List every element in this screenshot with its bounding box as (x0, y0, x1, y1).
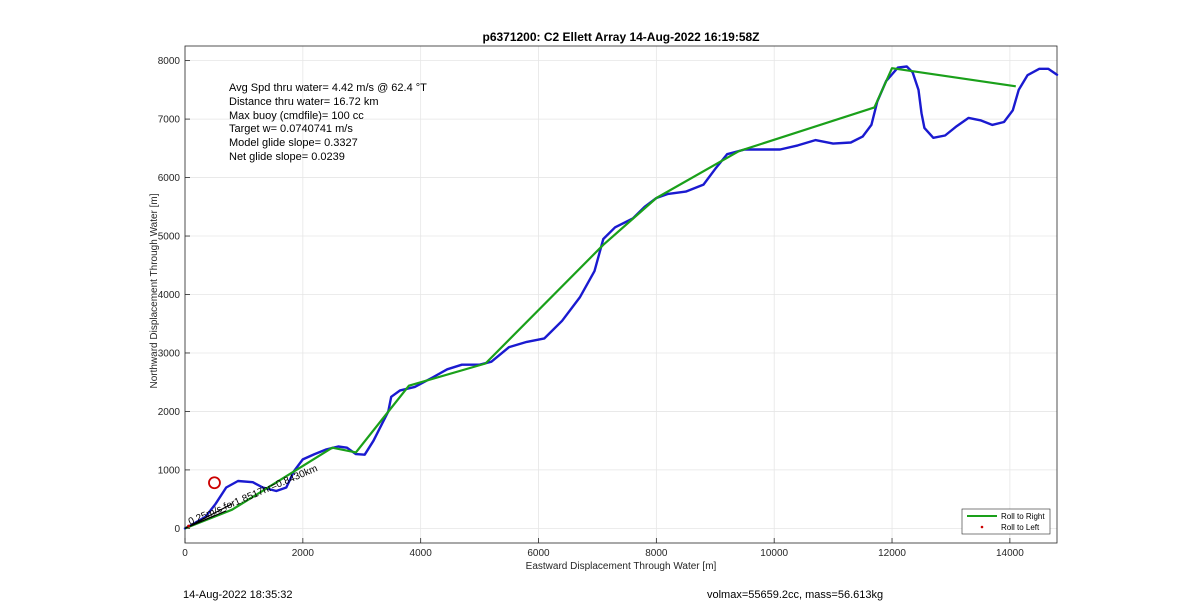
y-tick-label: 2000 (158, 407, 181, 418)
stat-avg-speed: Avg Spd thru water= 4.42 m/s @ 62.4 °T (229, 82, 427, 94)
target-marker (208, 476, 221, 490)
y-axis-label: Northward Displacement Through Water [m] (149, 193, 160, 388)
x-tick-label: 10000 (760, 548, 788, 559)
y-tick-label: 3000 (158, 348, 181, 359)
legend-label-roll-right: Roll to Right (1001, 512, 1045, 521)
chart-title: p6371200: C2 Ellett Array 14-Aug-2022 16… (482, 30, 759, 44)
y-tick-label: 7000 (158, 115, 181, 126)
stat-net-glide-slope: Net glide slope= 0.0239 (229, 151, 345, 163)
x-tick-label: 0 (182, 548, 188, 559)
current-annotation: 0.25m/s for1.8517hr=0.8430km (187, 463, 319, 528)
stat-model-glide-slope: Model glide slope= 0.3327 (229, 137, 358, 149)
x-tick-label: 2000 (292, 548, 315, 559)
x-axis-label: Eastward Displacement Through Water [m] (526, 561, 717, 572)
y-tick-label: 8000 (158, 56, 181, 67)
x-tick-label: 12000 (878, 548, 906, 559)
roll-right-line (184, 67, 1016, 530)
y-tick-label: 5000 (158, 232, 181, 243)
roll-left-point (187, 524, 190, 528)
legend-swatch-roll-left (980, 525, 984, 529)
stat-target-w: Target w= 0.0740741 m/s (229, 123, 353, 135)
y-tick-label: 4000 (158, 290, 181, 301)
footer-vol-mass: volmax=55659.2cc, mass=56.613kg (707, 589, 883, 601)
data-series (183, 65, 1059, 530)
x-tick-label: 4000 (410, 548, 433, 559)
y-tick-label: 6000 (158, 173, 181, 184)
y-tick-label: 0 (174, 524, 180, 535)
stat-distance: Distance thru water= 16.72 km (229, 96, 379, 108)
legend-label-roll-left: Roll to Left (1001, 523, 1040, 532)
legend-box (961, 508, 1051, 535)
x-tick-label: 14000 (996, 548, 1024, 559)
footer-timestamp: 14-Aug-2022 18:35:32 (183, 589, 292, 601)
current-vector (184, 503, 233, 529)
axes: 0 2000 4000 6000 8000 10000 12000 14000 0 1000 200… (158, 56, 1024, 559)
x-tick-label: 8000 (645, 548, 668, 559)
grid-lines (184, 46, 1057, 543)
stats-block: Avg Spd thru water= 4.42 m/s @ 62.4 °T D… (229, 82, 427, 163)
legend: Roll to Right Roll to Left (961, 508, 1051, 535)
x-tick-label: 6000 (527, 548, 550, 559)
y-tick-label: 1000 (158, 465, 181, 476)
stat-max-buoy: Max buoy (cmdfile)= 100 cc (229, 110, 364, 122)
